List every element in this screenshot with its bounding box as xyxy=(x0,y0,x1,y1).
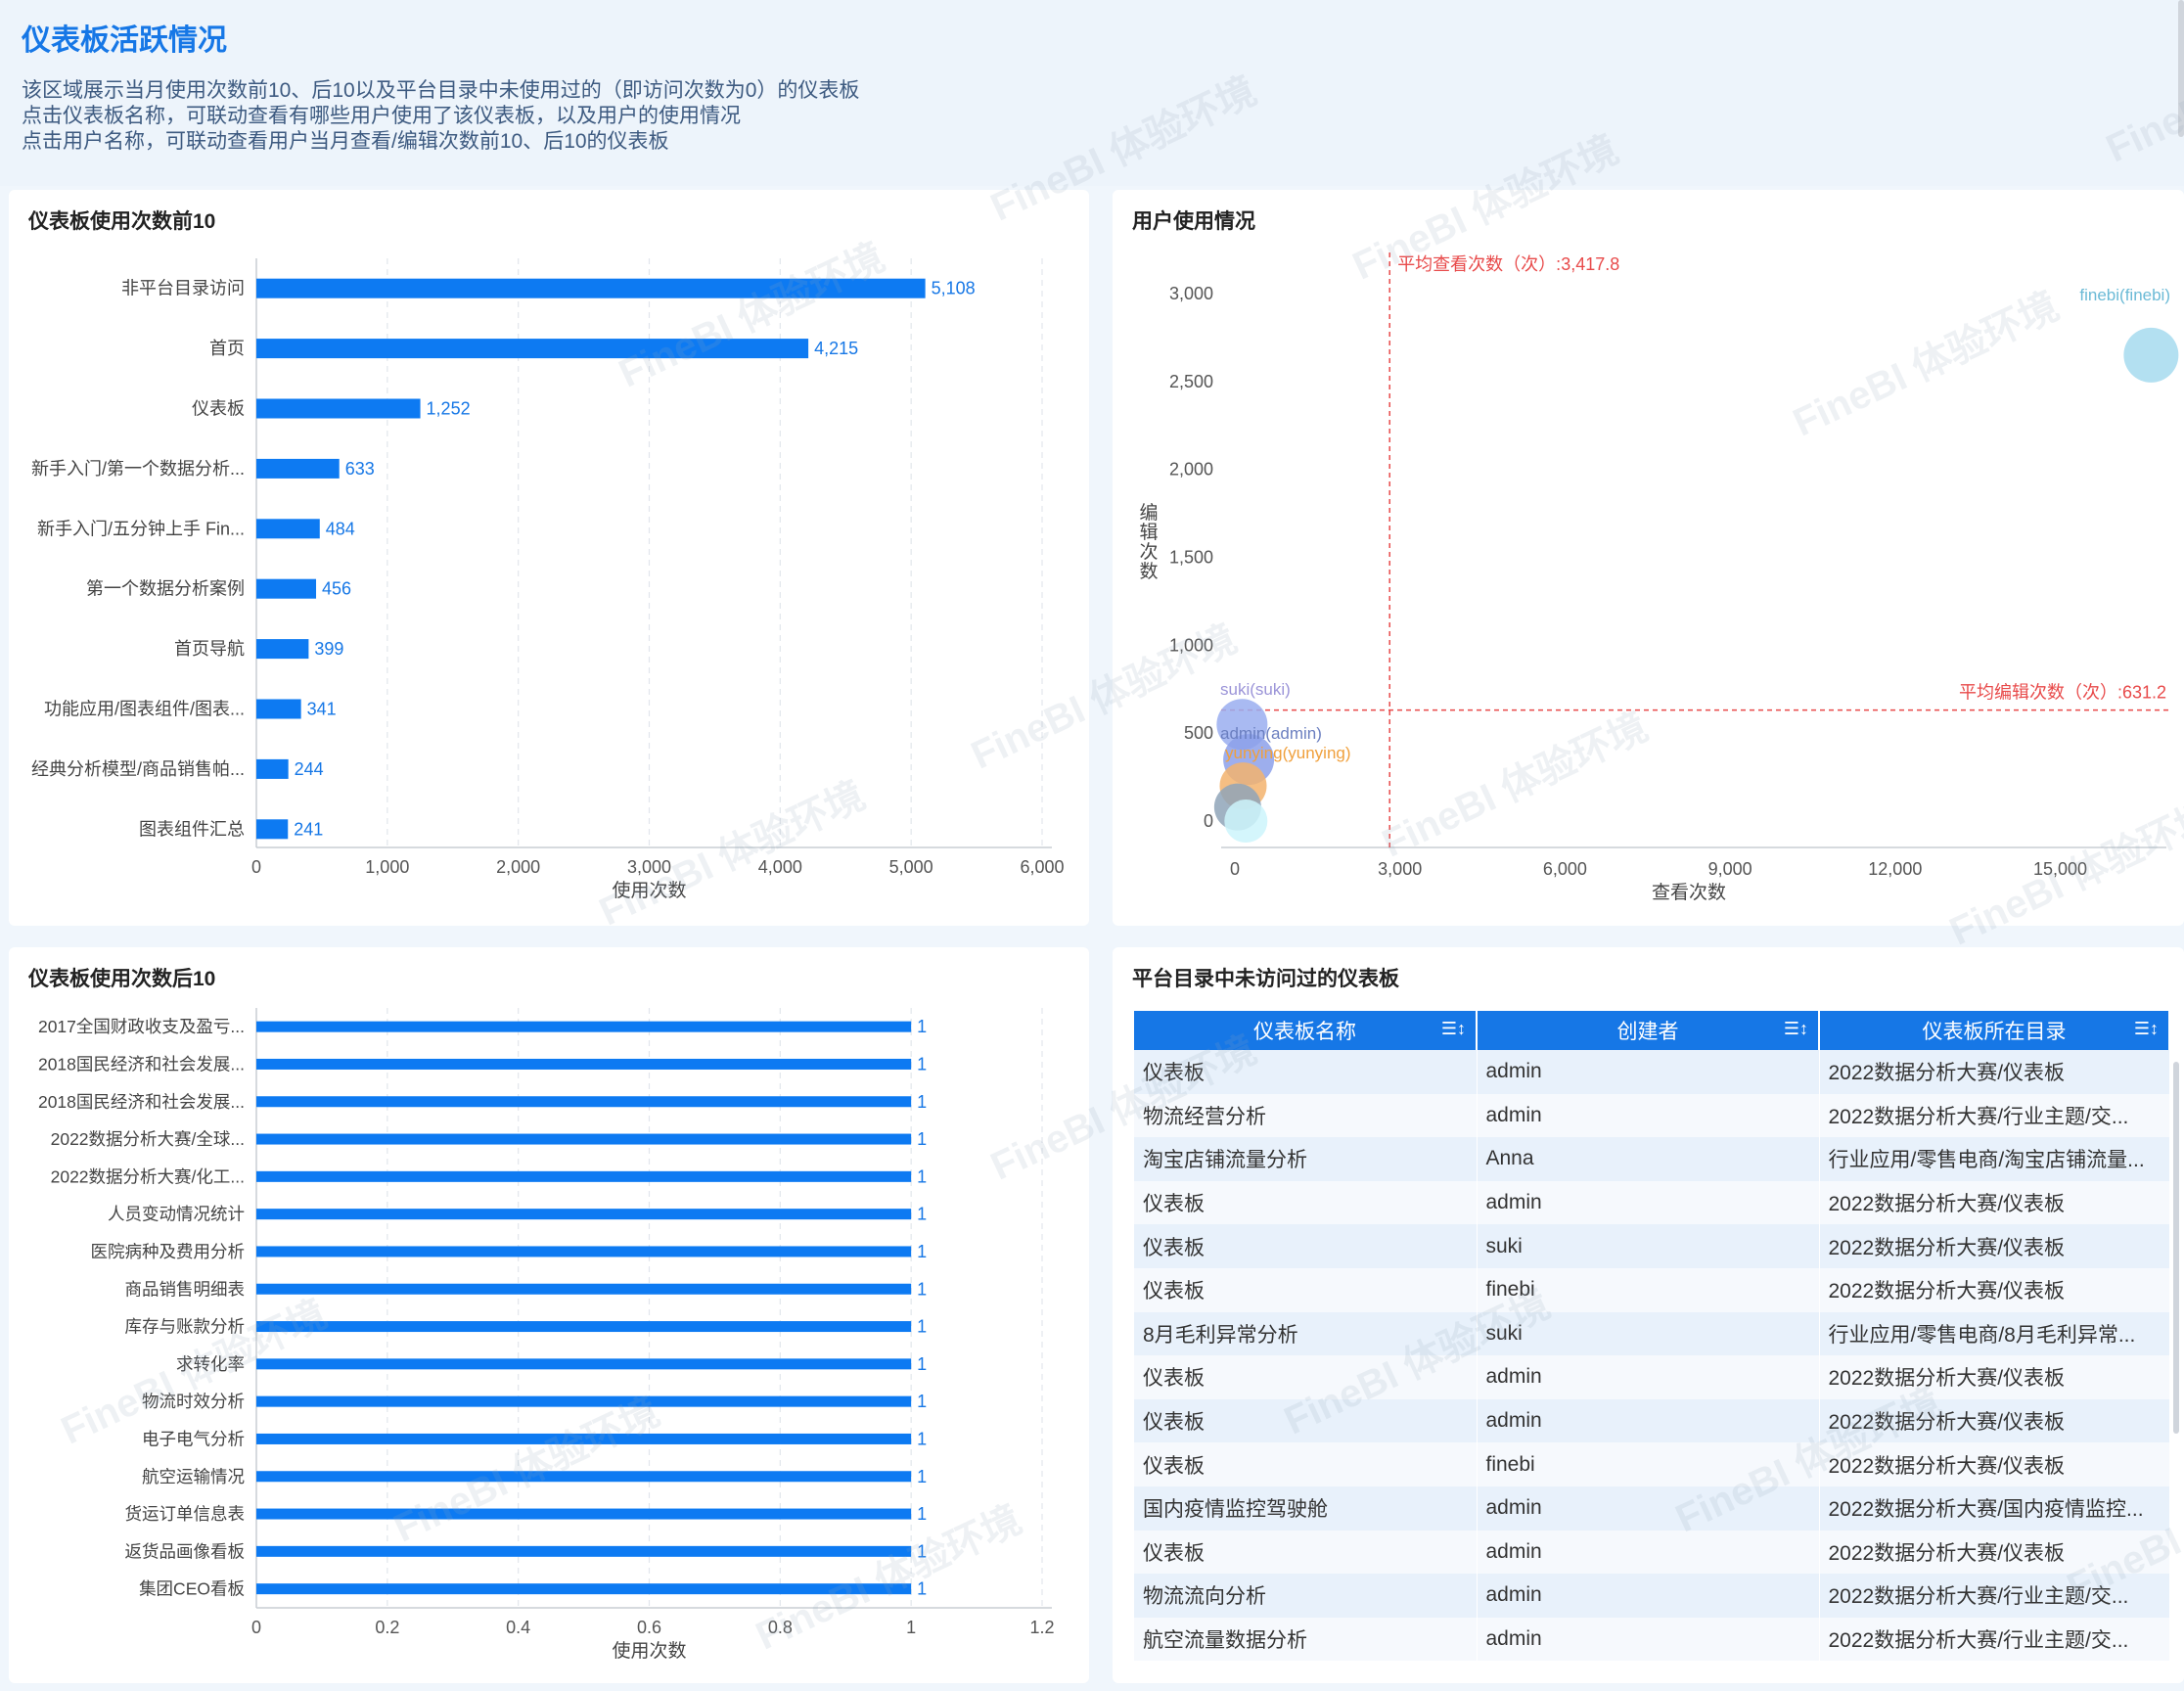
cell-directory[interactable]: 2022数据分析大赛/仪表板 xyxy=(1819,1530,2170,1575)
page-scrollbar[interactable] xyxy=(2178,0,2184,137)
column-header-creator[interactable]: 创建者 ☰↕ xyxy=(1477,1011,1820,1050)
table-row[interactable]: 仪表板 admin 2022数据分析大赛/仪表板 xyxy=(1134,1180,2170,1225)
description-line: 该区域展示当月使用次数前10、后10以及平台目录中未使用过的（即访问次数为0）的… xyxy=(22,79,860,102)
cell-dashboard-name[interactable]: 仪表板 xyxy=(1134,1224,1478,1268)
sort-icon[interactable]: ☰↕ xyxy=(1440,1019,1466,1038)
cell-directory[interactable]: 2022数据分析大赛/仪表板 xyxy=(1819,1180,2170,1225)
table-row[interactable]: 仪表板 admin 2022数据分析大赛/仪表板 xyxy=(1134,1398,2170,1443)
cell-creator[interactable]: admin xyxy=(1477,1617,1820,1662)
unvisited-table: 仪表板名称 ☰↕ 创建者 ☰↕ 仪表板所在目录 ☰↕ 仪表板 admin 2022数据分析… xyxy=(1134,1011,2170,1662)
header-banner: 仪表板活跃情况 该区域展示当月使用次数前10、后10以及平台目录中未使用过的（即… xyxy=(0,0,2184,186)
cell-dashboard-name[interactable]: 仪表板 xyxy=(1134,1398,1478,1443)
table-row[interactable]: 航空流量数据分析 admin 2022数据分析大赛/行业主题/交... xyxy=(1134,1617,2170,1662)
bottom10-card: 仪表板使用次数后10 xyxy=(9,947,1089,1683)
cell-creator[interactable]: finebi xyxy=(1477,1267,1820,1312)
cell-dashboard-name[interactable]: 淘宝店铺流量分析 xyxy=(1134,1137,1478,1181)
table-row[interactable]: 仪表板 admin 2022数据分析大赛/仪表板 xyxy=(1134,1050,2170,1094)
table-row[interactable]: 仪表板 finebi 2022数据分析大赛/仪表板 xyxy=(1134,1267,2170,1312)
table-row[interactable]: 淘宝店铺流量分析 Anna 行业应用/零售电商/淘宝店铺流量... xyxy=(1134,1137,2170,1181)
cell-creator[interactable]: admin xyxy=(1477,1530,1820,1575)
column-header-label: 创建者 xyxy=(1616,1021,1679,1043)
table-row[interactable]: 仪表板 finebi 2022数据分析大赛/仪表板 xyxy=(1134,1442,2170,1486)
unvisited-title: 平台目录中未访问过的仪表板 xyxy=(1132,968,1399,990)
sort-icon[interactable]: ☰↕ xyxy=(1783,1019,1808,1038)
top10-card: 仪表板使用次数前10 xyxy=(9,190,1089,926)
description-line: 点击用户名称，可联动查看用户当月查看/编辑次数前10、后10的仪表板 xyxy=(22,130,669,153)
user-usage-card: 用户使用情况 xyxy=(1113,190,2184,926)
table-row[interactable]: 国内疫情监控驾驶舱 admin 2022数据分析大赛/国内疫情监控... xyxy=(1134,1485,2170,1531)
table-scrollbar[interactable] xyxy=(2173,1062,2179,1434)
cell-dashboard-name[interactable]: 仪表板 xyxy=(1134,1050,1478,1094)
table-header-row: 仪表板名称 ☰↕ 创建者 ☰↕ 仪表板所在目录 ☰↕ xyxy=(1134,1011,2170,1050)
column-header-directory[interactable]: 仪表板所在目录 ☰↕ xyxy=(1819,1011,2170,1050)
cell-dashboard-name[interactable]: 仪表板 xyxy=(1134,1267,1478,1312)
table-row[interactable]: 物流流向分析 admin 2022数据分析大赛/行业主题/交... xyxy=(1134,1574,2170,1618)
table-row[interactable]: 仪表板 admin 2022数据分析大赛/仪表板 xyxy=(1134,1355,2170,1399)
cell-dashboard-name[interactable]: 8月毛利异常分析 xyxy=(1134,1311,1478,1356)
cell-creator[interactable]: admin xyxy=(1477,1485,1820,1531)
cell-dashboard-name[interactable]: 航空流量数据分析 xyxy=(1134,1617,1478,1662)
cell-directory[interactable]: 2022数据分析大赛/仪表板 xyxy=(1819,1442,2170,1486)
user-usage-title: 用户使用情况 xyxy=(1132,210,1255,233)
cell-dashboard-name[interactable]: 国内疫情监控驾驶舱 xyxy=(1134,1485,1478,1531)
cell-directory[interactable]: 2022数据分析大赛/仪表板 xyxy=(1819,1355,2170,1399)
cell-dashboard-name[interactable]: 仪表板 xyxy=(1134,1530,1478,1575)
page-description: 该区域展示当月使用次数前10、后10以及平台目录中未使用过的（即访问次数为0）的… xyxy=(22,78,859,155)
cell-creator[interactable]: admin xyxy=(1477,1355,1820,1399)
cell-dashboard-name[interactable]: 仪表板 xyxy=(1134,1355,1478,1399)
cell-dashboard-name[interactable]: 仪表板 xyxy=(1134,1442,1478,1486)
cell-directory[interactable]: 2022数据分析大赛/行业主题/交... xyxy=(1819,1574,2170,1618)
table-row[interactable]: 物流经营分析 admin 2022数据分析大赛/行业主题/交... xyxy=(1134,1093,2170,1138)
cell-directory[interactable]: 2022数据分析大赛/仪表板 xyxy=(1819,1050,2170,1094)
top10-title: 仪表板使用次数前10 xyxy=(28,210,216,233)
cell-directory[interactable]: 行业应用/零售电商/淘宝店铺流量... xyxy=(1819,1137,2170,1181)
column-header-label: 仪表板所在目录 xyxy=(1922,1021,2067,1043)
table-row[interactable]: 8月毛利异常分析 suki 行业应用/零售电商/8月毛利异常... xyxy=(1134,1311,2170,1356)
cell-directory[interactable]: 2022数据分析大赛/仪表板 xyxy=(1819,1224,2170,1268)
cell-dashboard-name[interactable]: 物流经营分析 xyxy=(1134,1093,1478,1138)
cell-creator[interactable]: Anna xyxy=(1477,1137,1820,1181)
cell-directory[interactable]: 行业应用/零售电商/8月毛利异常... xyxy=(1819,1311,2170,1356)
cell-directory[interactable]: 2022数据分析大赛/行业主题/交... xyxy=(1819,1617,2170,1662)
cell-creator[interactable]: admin xyxy=(1477,1050,1820,1094)
cell-directory[interactable]: 2022数据分析大赛/国内疫情监控... xyxy=(1819,1485,2170,1531)
cell-creator[interactable]: finebi xyxy=(1477,1442,1820,1486)
cell-creator[interactable]: suki xyxy=(1477,1224,1820,1268)
cell-creator[interactable]: admin xyxy=(1477,1398,1820,1443)
cell-directory[interactable]: 2022数据分析大赛/仪表板 xyxy=(1819,1267,2170,1312)
cell-creator[interactable]: admin xyxy=(1477,1574,1820,1618)
table-row[interactable]: 仪表板 admin 2022数据分析大赛/仪表板 xyxy=(1134,1530,2170,1575)
bottom10-title: 仪表板使用次数后10 xyxy=(28,968,216,990)
cell-creator[interactable]: admin xyxy=(1477,1093,1820,1138)
column-header-name[interactable]: 仪表板名称 ☰↕ xyxy=(1134,1011,1478,1050)
description-line: 点击仪表板名称，可联动查看有哪些用户使用了该仪表板，以及用户的使用情况 xyxy=(22,105,741,127)
column-header-label: 仪表板名称 xyxy=(1253,1021,1356,1043)
cell-directory[interactable]: 2022数据分析大赛/仪表板 xyxy=(1819,1398,2170,1443)
cell-creator[interactable]: admin xyxy=(1477,1180,1820,1225)
cell-dashboard-name[interactable]: 物流流向分析 xyxy=(1134,1574,1478,1618)
table-row[interactable]: 仪表板 suki 2022数据分析大赛/仪表板 xyxy=(1134,1224,2170,1268)
sort-icon[interactable]: ☰↕ xyxy=(2133,1019,2159,1038)
cell-dashboard-name[interactable]: 仪表板 xyxy=(1134,1180,1478,1225)
cell-creator[interactable]: suki xyxy=(1477,1311,1820,1356)
page-title: 仪表板活跃情况 xyxy=(22,24,227,57)
cell-directory[interactable]: 2022数据分析大赛/行业主题/交... xyxy=(1819,1093,2170,1138)
